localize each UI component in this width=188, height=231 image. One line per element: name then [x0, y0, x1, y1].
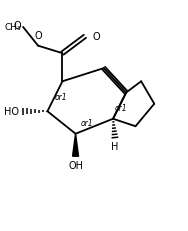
- Text: HO: HO: [4, 107, 19, 117]
- Text: or1: or1: [114, 103, 127, 112]
- Text: or1: or1: [80, 119, 93, 128]
- Text: O: O: [14, 21, 21, 31]
- Text: OH: OH: [68, 160, 83, 170]
- Text: CH₃: CH₃: [5, 23, 21, 32]
- Text: O: O: [34, 31, 42, 41]
- Text: O: O: [92, 32, 100, 42]
- Polygon shape: [73, 134, 79, 157]
- Text: H: H: [111, 142, 119, 152]
- Text: or1: or1: [54, 92, 67, 101]
